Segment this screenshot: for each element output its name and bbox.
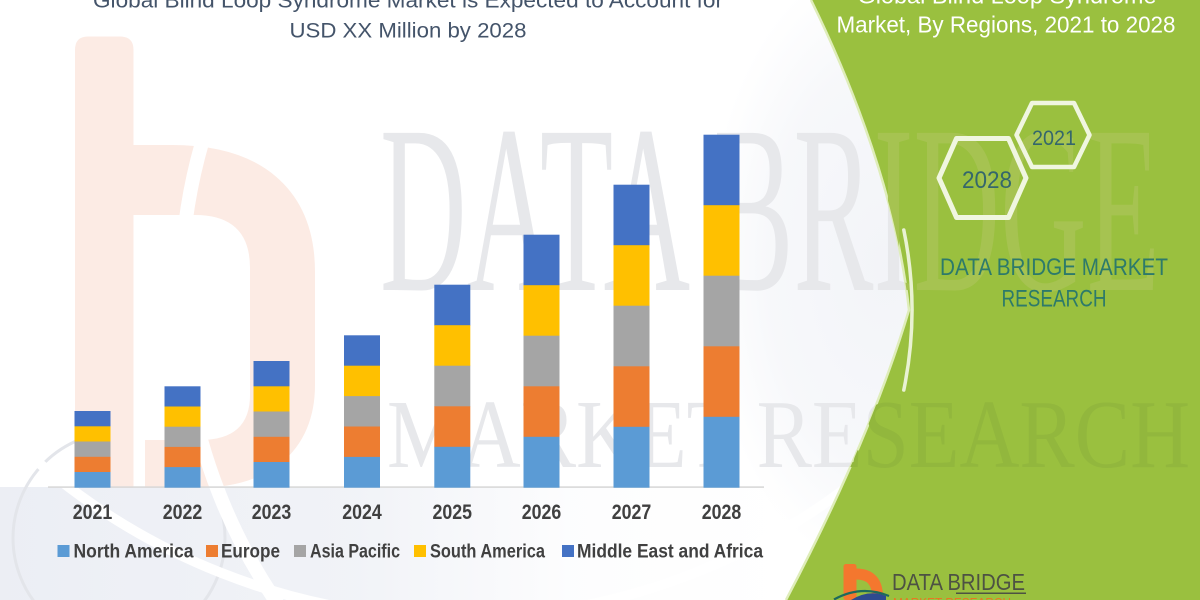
svg-text:2027: 2027 <box>612 501 652 524</box>
svg-text:Europe: Europe <box>221 541 280 563</box>
svg-text:2023: 2023 <box>252 501 292 524</box>
svg-text:2026: 2026 <box>522 501 562 524</box>
svg-text:2024: 2024 <box>342 501 382 524</box>
svg-text:South America: South America <box>430 541 545 563</box>
svg-text:DATA BRIDGE MARKET: DATA BRIDGE MARKET <box>940 254 1168 281</box>
svg-text:North America: North America <box>74 541 194 563</box>
svg-text:Asia Pacific: Asia Pacific <box>310 541 400 563</box>
svg-text:2022: 2022 <box>163 501 203 524</box>
svg-text:Market, By Regions, 2021 to 20: Market, By Regions, 2021 to 2028 <box>837 12 1176 38</box>
svg-text:2028: 2028 <box>962 167 1012 194</box>
svg-text:2021: 2021 <box>73 501 113 524</box>
svg-text:Global Blind Loop Syndrome: Global Blind Loop Syndrome <box>857 0 1156 9</box>
svg-text:DATA BRIDGE: DATA BRIDGE <box>892 569 1025 595</box>
svg-text:2028: 2028 <box>702 501 742 524</box>
svg-text:2021: 2021 <box>1032 126 1076 150</box>
svg-text:MARKET RESEARCH: MARKET RESEARCH <box>893 596 1011 600</box>
svg-text:2025: 2025 <box>433 501 473 524</box>
svg-text:USD XX Million by 2028: USD XX Million by 2028 <box>290 20 527 43</box>
svg-text:RESEARCH: RESEARCH <box>1002 286 1107 313</box>
svg-text:Global Blind Loop Syndrome Mar: Global Blind Loop Syndrome Market is Exp… <box>93 0 723 13</box>
svg-text:Middle East and Africa: Middle East and Africa <box>577 541 763 563</box>
